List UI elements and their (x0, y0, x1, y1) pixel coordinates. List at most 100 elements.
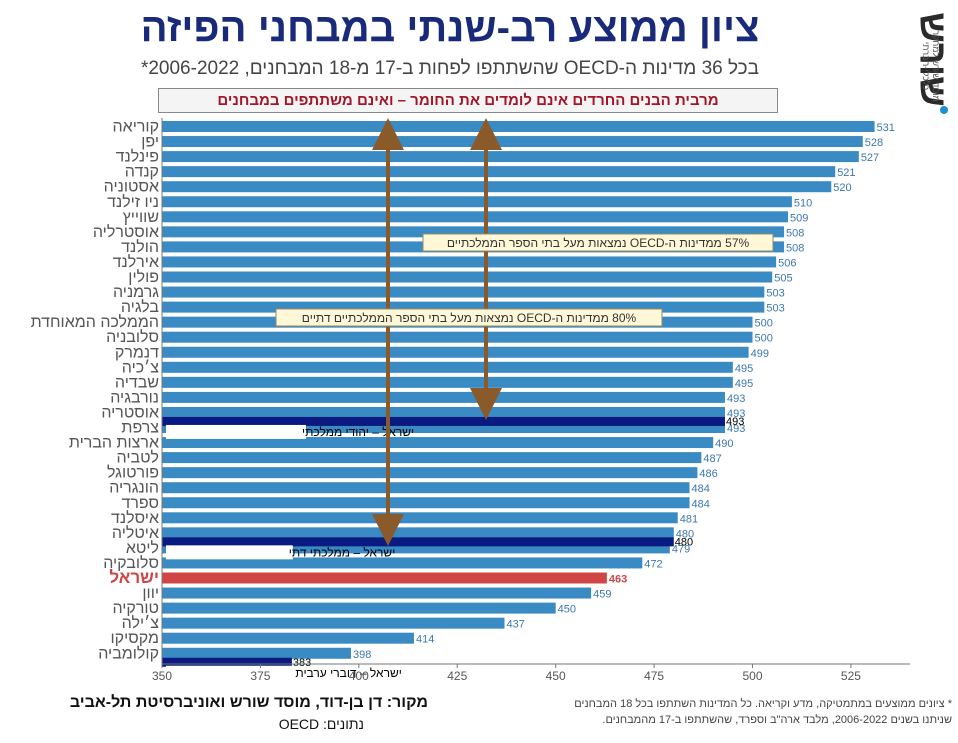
bar (162, 331, 753, 343)
category-label: איטליה (112, 524, 159, 542)
bar (162, 542, 670, 554)
bar (162, 166, 836, 178)
overlay-value-label: 493 (726, 416, 744, 428)
x-tick-label: 500 (743, 669, 763, 683)
category-label: שווייץ (123, 209, 159, 226)
value-label: 508 (786, 242, 804, 254)
category-label: ליטא (126, 539, 159, 557)
banner-note: מרבית הבנים החרדים אינם לומדים את החומר … (158, 88, 778, 113)
bar (162, 617, 505, 629)
category-label: סלובניה (106, 328, 159, 346)
category-label: פורטוגל (107, 464, 159, 482)
bar (162, 482, 690, 494)
overlay-label: ישראל – דוברי ערבית (295, 666, 401, 680)
value-label: 509 (790, 212, 808, 224)
bar (162, 497, 690, 509)
logo: שורש מוסד שורש למחקר כלכלי-חברתי (910, 8, 958, 118)
category-label: יוון (142, 585, 159, 602)
value-label: 398 (353, 649, 371, 661)
category-label: ארצות הברית (69, 435, 159, 452)
overlay-bar (162, 657, 292, 667)
value-label: 437 (507, 619, 525, 631)
category-label: אוסטרליה (93, 223, 159, 241)
annotation-box (275, 308, 663, 327)
footnote: * ציונים ממוצעים במתמטיקה, מדע וקריאה. כ… (520, 696, 952, 728)
x-tick-label: 350 (152, 669, 172, 683)
value-label: 495 (735, 378, 753, 390)
overlay-label-bg (166, 424, 306, 439)
value-label: 499 (751, 348, 769, 360)
bar (162, 271, 773, 283)
overlay-label-bg (166, 545, 293, 560)
bar (162, 151, 859, 163)
category-label: איסלנד (111, 509, 159, 527)
value-label: 472 (644, 558, 662, 570)
bar (162, 196, 792, 208)
category-label: צרפת (121, 420, 159, 437)
category-label: אירלנד (113, 253, 159, 271)
category-label: סלובקיה (103, 554, 159, 572)
value-label: 450 (558, 604, 576, 616)
value-label: 493 (727, 408, 745, 420)
overlay-label: ישראל – יהודי ממלכתי (302, 425, 414, 439)
category-label: ספרד (121, 495, 159, 512)
overlay-bar (162, 537, 674, 547)
bar (162, 422, 725, 433)
bar (162, 452, 702, 464)
category-label: ניו זילנד (107, 193, 159, 211)
bar (162, 256, 777, 268)
category-label: צ׳כיה (122, 359, 160, 376)
bar (162, 512, 678, 524)
category-label: הונגריה (109, 480, 159, 497)
bar (162, 467, 698, 479)
x-tick-label: 525 (841, 669, 861, 683)
footnote-line-2: שניתנו בשנים 2006-2022, מלבד ארה"ב וספרד… (602, 714, 952, 726)
bar (162, 406, 725, 418)
value-label: 479 (672, 543, 690, 555)
value-label: 486 (699, 468, 717, 480)
value-label: 505 (774, 273, 792, 285)
bar (162, 391, 725, 403)
arrows-layer: 57% ממדינות ה-OECD נמצאות מעל בתי הספר ה… (275, 118, 774, 546)
category-label: שבדיה (115, 374, 159, 391)
value-label: 484 (692, 483, 710, 495)
value-label: 495 (735, 363, 753, 375)
bar (162, 572, 607, 584)
bars-layer: קוריאה 531 יפן 528 פינלנד 527 קנדה 521 אסטוניה 52… (31, 119, 895, 680)
category-label: קוריאה (113, 119, 159, 136)
bar (162, 211, 788, 223)
bar (162, 181, 832, 193)
bar (162, 557, 643, 569)
overlay-label: ישראל – ממלכתי דתי (289, 545, 396, 559)
data-source: נתונים: OECD (278, 716, 364, 732)
value-label: 481 (680, 513, 698, 525)
chart-subtitle: בכל 36 מדינות ה-OECD שהשתתפו לפחות ב-17 … (140, 58, 760, 79)
category-label: אוסטריה (101, 404, 159, 421)
bar (162, 602, 556, 614)
category-label: נורבגיה (110, 389, 159, 406)
annotation-box (422, 233, 774, 252)
x-axis: 350 375 400 425 450 475 500 525 (152, 118, 910, 683)
source-credit: מקור: דן בן-דוד, מוסד שורש ואוניברסיטת ת… (69, 694, 428, 711)
bar (162, 361, 733, 373)
chart-title: ציון ממוצע רב-שנתי במבחני הפיזה (140, 6, 760, 50)
value-label: 506 (778, 257, 796, 269)
value-label: 500 (755, 333, 773, 345)
x-tick-label: 375 (250, 669, 270, 683)
value-label: 463 (609, 574, 627, 586)
value-label: 527 (861, 152, 879, 164)
x-tick-label: 475 (644, 669, 664, 683)
value-label: 503 (766, 303, 784, 315)
bar (162, 527, 674, 539)
value-label: 493 (727, 393, 745, 405)
category-label: יפן (141, 134, 159, 151)
category-label: הממלכה המאוחדת (31, 313, 159, 331)
footnote-line-1: * ציונים ממוצעים במתמטיקה, מדע וקריאה. כ… (574, 698, 952, 710)
logo-dot-icon (940, 106, 948, 114)
value-label: 500 (755, 318, 773, 330)
category-label: מקסיקו (110, 630, 159, 647)
bar (162, 346, 749, 358)
value-label: 508 (786, 227, 804, 239)
logo-subtitle: מוסד שורש למחקר כלכלי-חברתי (921, 30, 941, 102)
